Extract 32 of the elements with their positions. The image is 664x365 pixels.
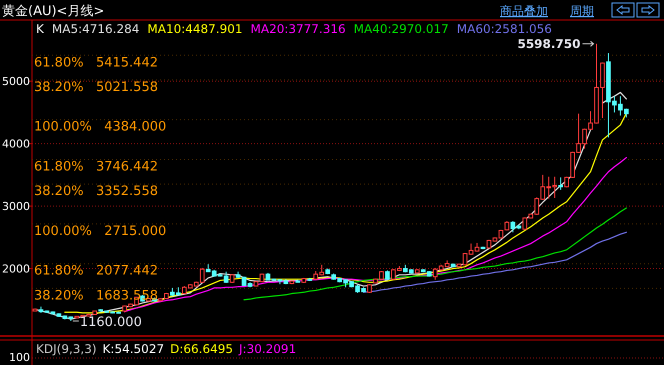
text: KDJ(9,3,3): [36, 342, 97, 356]
text: 商品叠加: [500, 4, 548, 18]
ref-line-label: 61.80% 2077.442: [34, 264, 158, 279]
ref-line-label: 100.00% 2715.000: [34, 224, 166, 239]
ref-line-label: 38.20% 3352.558: [34, 184, 158, 200]
y-tick-label: 5000: [2, 75, 30, 88]
annotation: 1160.000: [80, 315, 142, 330]
text: MA20:3777.316: [250, 22, 346, 36]
candlestick: [558, 176, 564, 190]
text: D:66.6495: [170, 342, 233, 356]
text: MA10:4487.901: [147, 22, 243, 36]
y-tick-label: 2000: [2, 262, 30, 276]
ref-line-label: 61.80% 3746.442: [34, 159, 158, 174]
ref-line-label: 61.80% 5415.442: [34, 55, 158, 70]
y-tick-label: 3000: [2, 200, 30, 214]
text: 周期: [570, 4, 594, 18]
text: 100: [9, 351, 30, 364]
ref-line-label: 38.20% 5021.558: [34, 80, 158, 95]
chart-title: 黄金(AU)<月线>: [2, 4, 104, 19]
line-series: [243, 207, 627, 300]
legend-title: K: [36, 22, 45, 36]
text: MA40:2970.017: [354, 22, 449, 36]
ref-line-label: 38.20% 1683.558: [34, 288, 158, 304]
text: MA5:4716.284: [52, 22, 140, 36]
annotation: 5598.750: [517, 36, 580, 51]
candlestick: [385, 270, 390, 280]
text: MA60:2581.056: [456, 22, 552, 36]
y-tick-label: 4000: [2, 138, 30, 151]
line-series: [362, 232, 627, 293]
text: J:30.2091: [238, 342, 296, 356]
text: K:54.5027: [102, 342, 164, 356]
ref-line-label: 100.00% 4384.000: [34, 120, 166, 135]
